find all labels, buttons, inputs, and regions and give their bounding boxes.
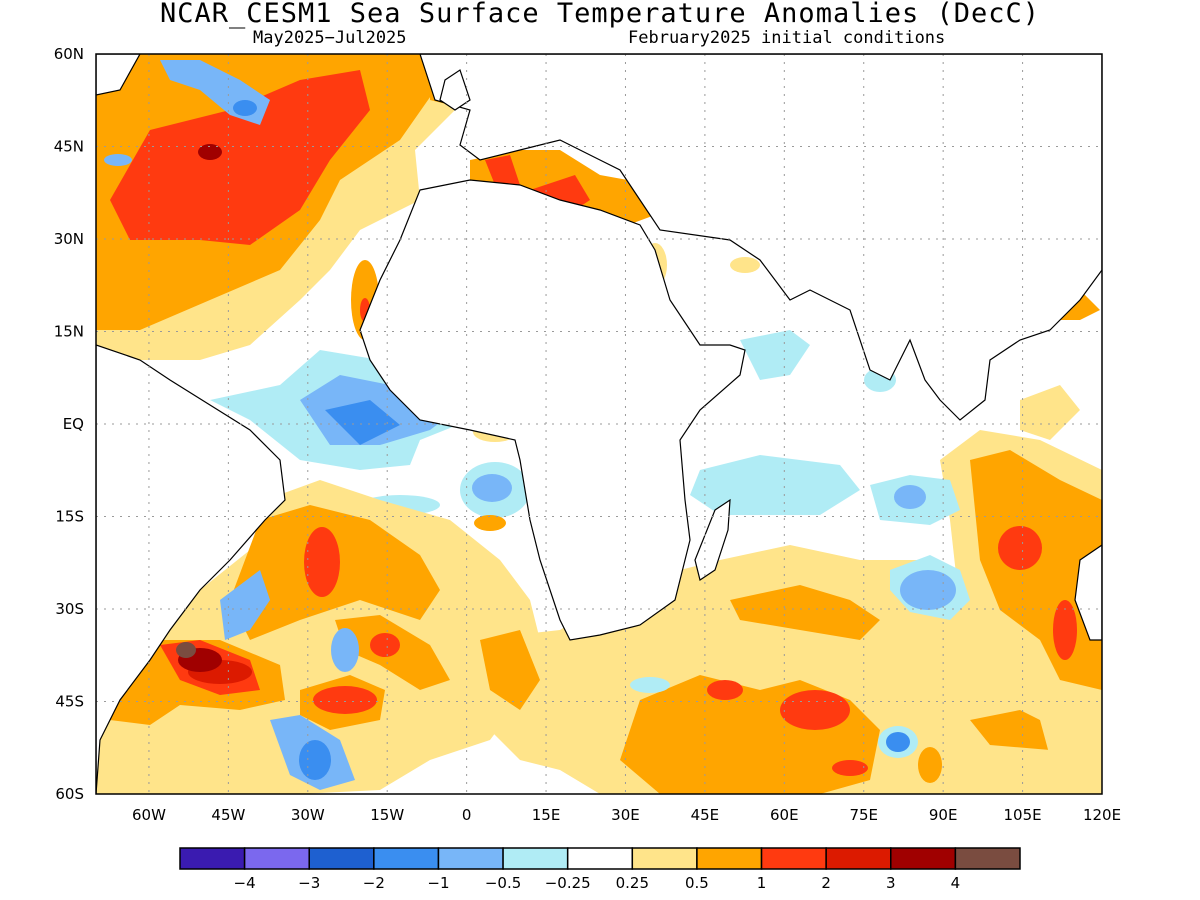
lon-tick-label: 30E bbox=[611, 806, 640, 824]
anomaly-patch bbox=[918, 747, 942, 783]
anomaly-patch bbox=[233, 100, 257, 116]
land-masses bbox=[96, 54, 1102, 794]
colorbar-label: −0.5 bbox=[485, 874, 521, 892]
anomaly-patch bbox=[894, 485, 926, 509]
anomaly-patch bbox=[480, 630, 540, 710]
anomaly-patch bbox=[198, 144, 222, 160]
anomaly-patch bbox=[630, 677, 670, 693]
anomaly-patch bbox=[220, 570, 270, 640]
colorbar-label: −0.25 bbox=[545, 874, 591, 892]
lon-tick-label: 45W bbox=[211, 806, 245, 824]
anomaly-patch bbox=[730, 585, 880, 640]
anomaly-patch bbox=[474, 515, 506, 531]
colorbar-swatch bbox=[373, 847, 440, 870]
europe-asia-outline bbox=[419, 54, 1102, 421]
anomaly-patch bbox=[1020, 385, 1080, 440]
lon-tick-label: 75E bbox=[849, 806, 878, 824]
anomaly-patch bbox=[690, 455, 860, 515]
initial-conditions: February2025 initial conditions bbox=[628, 28, 946, 48]
anomaly-patch bbox=[998, 526, 1042, 570]
anomaly-patch bbox=[370, 633, 400, 657]
anomaly-patch bbox=[299, 740, 331, 780]
anomaly-patch bbox=[485, 155, 520, 185]
colorbar-label: 0.5 bbox=[685, 874, 709, 892]
colorbar-label: −4 bbox=[234, 874, 256, 892]
anomaly-patch bbox=[730, 257, 760, 273]
colorbar-swatch bbox=[566, 847, 634, 870]
uk-outline bbox=[439, 69, 471, 111]
colorbar-label: −3 bbox=[298, 874, 320, 892]
colorbar-label: 0.25 bbox=[616, 874, 649, 892]
colorbar-swatch bbox=[437, 847, 504, 870]
lat-tick-label: 60N bbox=[54, 45, 84, 63]
lon-tick-label: 60W bbox=[132, 806, 166, 824]
lon-tick-label: 15E bbox=[532, 806, 561, 824]
lat-axis: 60N 45N 30N 15N EQ 15S 30S 45S 60S bbox=[54, 45, 84, 803]
lat-tick-label: 45N bbox=[54, 138, 84, 156]
lon-tick-label: 105E bbox=[1004, 806, 1042, 824]
colorbar-swatch bbox=[890, 847, 957, 870]
lat-tick-label: 30S bbox=[55, 600, 84, 618]
colorbar-label: −2 bbox=[363, 874, 385, 892]
colorbar-label: 2 bbox=[821, 874, 831, 892]
colorbar-swatch bbox=[631, 847, 698, 870]
colorbar-swatch bbox=[954, 847, 1021, 870]
anomaly-patch bbox=[325, 400, 400, 445]
south-america-outline bbox=[96, 344, 286, 794]
anomaly-patch bbox=[707, 680, 743, 700]
colorbar-swatch bbox=[179, 847, 246, 870]
anomaly-patch bbox=[886, 732, 910, 752]
lon-tick-label: 60E bbox=[770, 806, 799, 824]
anomaly-patch bbox=[780, 690, 850, 730]
anomaly-patch bbox=[176, 642, 196, 658]
lat-tick-label: 15S bbox=[55, 508, 84, 526]
colorbar-swatch bbox=[308, 847, 375, 870]
colorbar-label: 4 bbox=[951, 874, 961, 892]
lat-tick-label: EQ bbox=[63, 415, 84, 433]
map-frame bbox=[95, 53, 1103, 795]
colorbar-swatch bbox=[760, 847, 827, 870]
colorbar: −4 −3 −2 −1 −0.5 −0.25 0.25 0.5 1 2 3 4 bbox=[179, 847, 1021, 892]
lon-tick-label: 120E bbox=[1083, 806, 1121, 824]
anomaly-patch bbox=[970, 710, 1060, 750]
colorbar-swatch bbox=[502, 847, 569, 870]
lon-tick-label: 0 bbox=[462, 806, 472, 824]
anomaly-patch bbox=[331, 628, 359, 672]
anomaly-patch bbox=[832, 760, 868, 776]
lon-tick-label: 15W bbox=[370, 806, 404, 824]
chart-title: NCAR_CESM1 Sea Surface Temperature Anoma… bbox=[159, 0, 1041, 29]
madagascar-outline bbox=[694, 498, 731, 581]
anomaly-patch bbox=[110, 70, 370, 245]
colorbar-swatch bbox=[243, 847, 310, 870]
australia-outline bbox=[1074, 544, 1102, 641]
anomaly-patch bbox=[900, 570, 956, 610]
colorbar-swatch bbox=[825, 847, 892, 870]
colorbar-label: −1 bbox=[427, 874, 449, 892]
lat-tick-label: 30N bbox=[54, 230, 84, 248]
africa-outline bbox=[359, 179, 746, 641]
anomaly-patch bbox=[740, 330, 810, 380]
lat-tick-label: 15N bbox=[54, 323, 84, 341]
lat-tick-label: 45S bbox=[55, 693, 84, 711]
anomaly-patch bbox=[304, 527, 340, 597]
lat-tick-label: 60S bbox=[55, 785, 84, 803]
colorbar-label: 1 bbox=[757, 874, 767, 892]
anomaly-patch bbox=[104, 154, 132, 166]
anomaly-patch bbox=[472, 474, 512, 502]
anomaly-patch bbox=[1053, 600, 1077, 660]
anomaly-patch bbox=[313, 686, 377, 714]
greenland-outline bbox=[96, 54, 141, 96]
lon-tick-label: 30W bbox=[291, 806, 325, 824]
colorbar-label: 3 bbox=[886, 874, 896, 892]
lon-axis: 60W 45W 30W 15W 0 15E 30E 45E 60E 75E 90E 105E 120E bbox=[132, 806, 1121, 824]
forecast-period: May2025−Jul2025 bbox=[253, 28, 407, 48]
colorbar-swatch bbox=[696, 847, 763, 870]
lon-tick-label: 90E bbox=[929, 806, 958, 824]
anomaly-patch bbox=[96, 480, 540, 794]
lon-tick-label: 45E bbox=[691, 806, 720, 824]
